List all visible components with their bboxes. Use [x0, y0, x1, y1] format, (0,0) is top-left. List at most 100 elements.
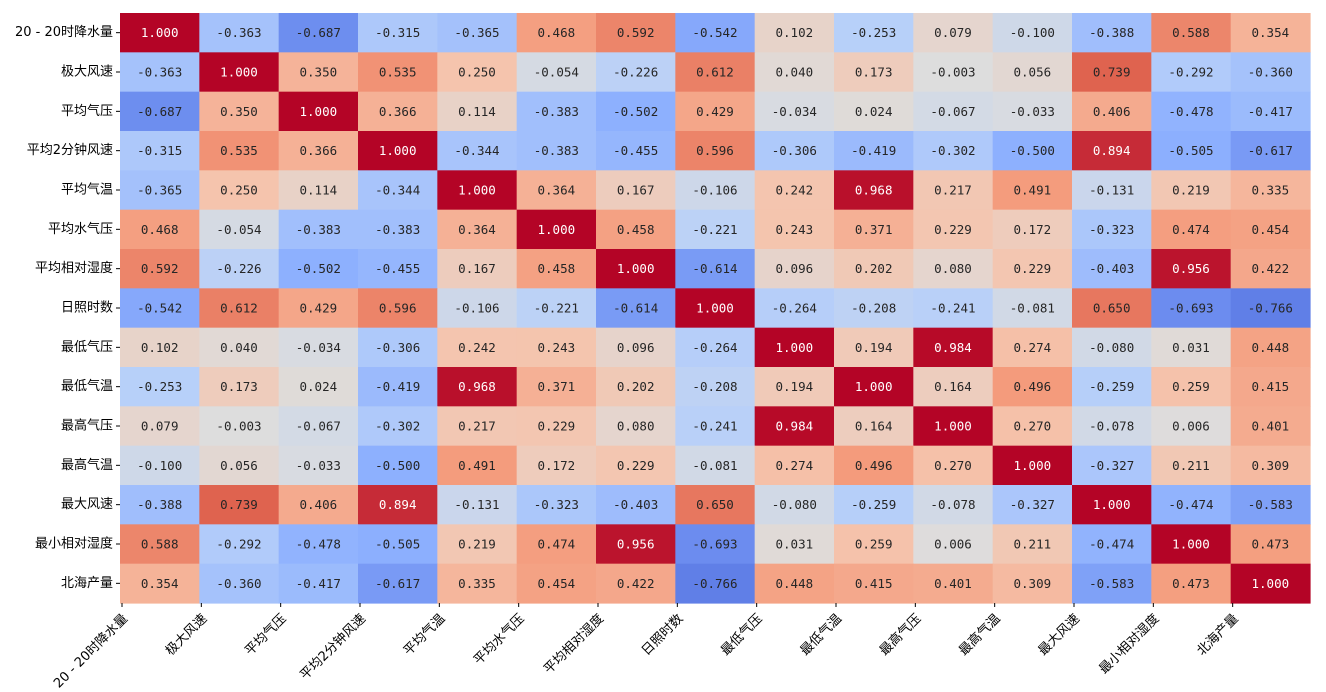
cell-value-label: 0.612	[696, 65, 734, 80]
x-tick-label: 北海产量	[1194, 611, 1241, 658]
heatmap-cell	[675, 170, 756, 211]
cell-value-label: -0.100	[137, 458, 182, 473]
cell-value-label: -0.054	[534, 65, 579, 80]
heatmap-cell	[437, 288, 518, 329]
heatmap-cell	[834, 327, 914, 368]
cell-value-label: 0.243	[776, 222, 814, 237]
cell-value-label: 0.211	[1014, 537, 1052, 552]
heatmap-cell	[358, 52, 438, 93]
heatmap-cell	[1151, 406, 1232, 447]
heatmap-cell	[754, 131, 835, 171]
heatmap-cell	[278, 445, 359, 486]
cell-value-label: 0.364	[538, 183, 576, 198]
y-tick-label: 平均气温	[61, 182, 113, 198]
cell-value-label: -0.067	[930, 104, 975, 119]
cell-value-label: -0.106	[692, 183, 737, 198]
heatmap-cell	[1230, 327, 1311, 368]
cell-value-label: -0.583	[1248, 497, 1293, 512]
heatmap-cell	[1072, 327, 1152, 368]
cell-value-label: -0.614	[613, 301, 658, 316]
cell-value-label: -0.417	[1248, 104, 1293, 119]
heatmap-cell	[278, 131, 359, 171]
cell-value-label: 0.366	[379, 104, 417, 119]
heatmap-cell	[834, 13, 914, 53]
cell-value-label: -0.259	[851, 497, 896, 512]
cell-value-label: 0.219	[1172, 183, 1210, 198]
cell-value-label: 0.219	[458, 537, 496, 552]
heatmap-cell	[1151, 91, 1232, 132]
cell-value-label: 0.448	[776, 576, 814, 591]
heatmap-cell	[516, 524, 597, 565]
y-tick-label: 平均相对湿度	[35, 260, 113, 276]
heatmap-cell	[913, 563, 994, 604]
cell-value-label: 1.000	[934, 419, 972, 434]
cell-value-label: 0.535	[220, 143, 258, 158]
cell-value-label: -0.106	[454, 301, 499, 316]
cell-value-label: -0.502	[296, 261, 341, 276]
heatmap-cell	[1230, 563, 1311, 604]
heatmap-cell	[675, 13, 756, 53]
heatmap-cell	[992, 52, 1073, 93]
heatmap-cell	[913, 406, 994, 447]
heatmap-cell	[278, 209, 359, 250]
cell-value-label: 0.229	[617, 458, 655, 473]
cell-value-label: -0.419	[851, 143, 896, 158]
heatmap-cell	[834, 485, 914, 525]
heatmap-cell	[120, 445, 200, 486]
heatmap-cell	[834, 445, 914, 486]
heatmap-cell	[992, 249, 1073, 289]
heatmap-cell	[1151, 524, 1232, 565]
cell-value-label: 0.194	[855, 340, 893, 355]
heatmap-cell	[516, 406, 597, 447]
cell-value-label: 0.024	[300, 379, 338, 394]
heatmap-cell	[437, 131, 518, 171]
cell-value-label: -0.693	[1168, 301, 1213, 316]
cell-value-label: 0.371	[855, 222, 893, 237]
cell-value-label: 0.588	[1172, 25, 1210, 40]
cell-value-label: 1.000	[776, 340, 814, 355]
cell-value-label: -0.417	[296, 576, 341, 591]
heatmap-cell	[675, 406, 756, 447]
heatmap-cell	[437, 170, 518, 211]
heatmap-cell	[596, 91, 676, 132]
x-tick-label: 最低气压	[718, 611, 766, 659]
heatmap-cell	[834, 91, 914, 132]
heatmap-cell	[992, 327, 1073, 368]
cell-value-label: -0.034	[296, 340, 341, 355]
heatmap-cell	[358, 327, 438, 368]
cell-value-label: 0.229	[934, 222, 972, 237]
cell-value-label: -0.687	[296, 25, 341, 40]
heatmap-cell	[754, 563, 835, 604]
heatmap-cell	[437, 524, 518, 565]
heatmap-cell	[913, 367, 994, 407]
heatmap-cell	[992, 524, 1073, 565]
cell-value-label: 1.000	[300, 104, 338, 119]
heatmap-cell	[1230, 249, 1311, 289]
heatmap-cell	[120, 131, 200, 171]
y-tick-label: 平均气压	[61, 103, 113, 119]
heatmap-cell	[278, 524, 359, 565]
heatmap-cell	[754, 91, 835, 132]
cell-value-label: 0.650	[696, 497, 734, 512]
cell-value-label: -0.100	[1010, 25, 1055, 40]
cell-value-label: 0.739	[220, 497, 258, 512]
heatmap-cell	[437, 367, 518, 407]
cell-value-label: 0.496	[1014, 379, 1052, 394]
cell-value-label: -0.323	[1089, 222, 1134, 237]
cell-value-label: -0.383	[534, 104, 579, 119]
cell-value-label: 0.458	[617, 222, 655, 237]
cell-value-label: 0.406	[300, 497, 338, 512]
heatmap-cell	[199, 131, 280, 171]
cell-value-label: 0.040	[220, 340, 258, 355]
y-tick-label: 最小相对湿度	[35, 536, 113, 552]
heatmap-cell	[834, 209, 914, 250]
heatmap-cell	[1072, 288, 1152, 329]
cell-value-label: 0.473	[1252, 537, 1290, 552]
heatmap-cell	[1151, 485, 1232, 525]
cell-value-label: 0.250	[220, 183, 258, 198]
heatmap-cell	[278, 170, 359, 211]
cell-value-label: 0.491	[1014, 183, 1052, 198]
heatmap-cell	[834, 288, 914, 329]
cell-value-label: -0.080	[1089, 340, 1134, 355]
